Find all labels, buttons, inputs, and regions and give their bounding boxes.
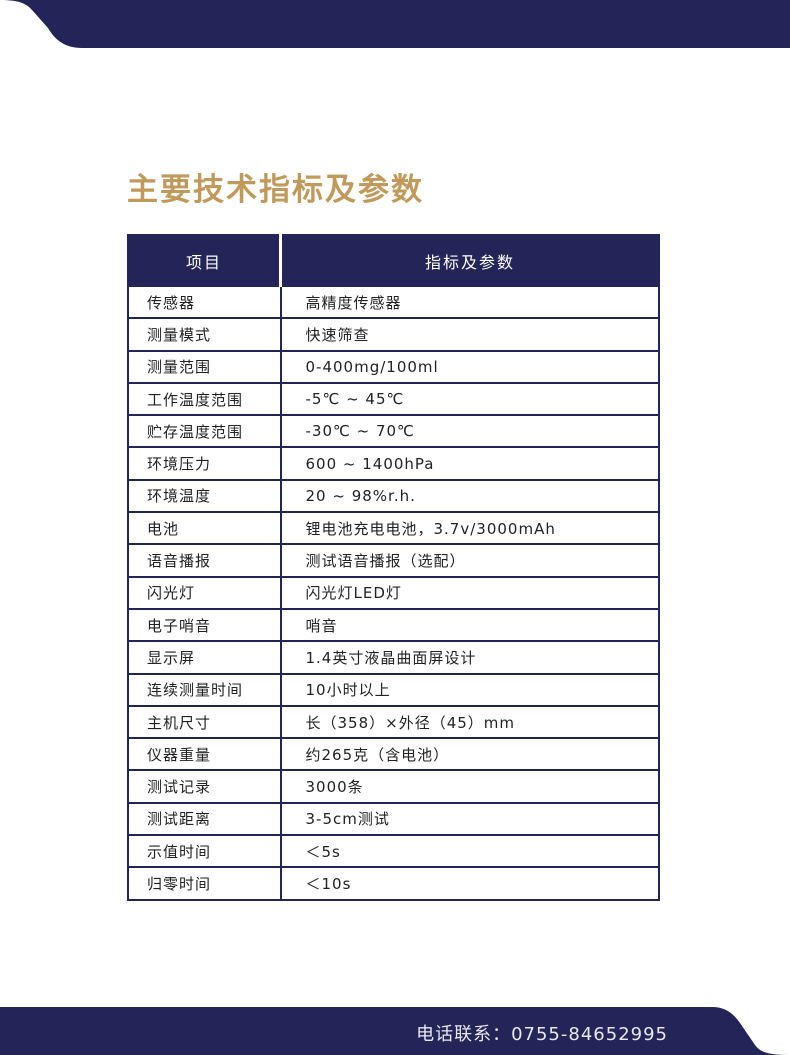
param-value: 0-400mg/100ml xyxy=(279,349,660,384)
item-name: 测试距离 xyxy=(127,801,282,837)
table-row: 测试记录 3000条 xyxy=(127,769,660,804)
table-row: 测试距离 3-5cm测试 xyxy=(127,801,660,837)
table-row: 测量范围 0-400mg/100ml xyxy=(127,349,660,384)
table-row: 归零时间 ＜10s xyxy=(127,866,660,901)
item-name: 电池 xyxy=(127,511,282,546)
top-banner xyxy=(0,0,790,48)
item-name: 环境压力 xyxy=(127,446,282,481)
item-name: 工作温度范围 xyxy=(127,381,282,417)
item-name: 归零时间 xyxy=(127,866,282,901)
param-value: 3-5cm测试 xyxy=(279,801,660,837)
table-row: 语音播报 测试语音播报（选配） xyxy=(127,543,660,578)
table-row: 传感器 高精度传感器 xyxy=(127,284,660,320)
param-value: 20 ~ 98%r.h. xyxy=(279,478,660,514)
item-name: 电子哨音 xyxy=(127,607,282,643)
param-value: 3000条 xyxy=(279,769,660,804)
param-value: ＜10s xyxy=(279,866,660,901)
item-name: 连续测量时间 xyxy=(127,672,282,707)
item-name: 环境温度 xyxy=(127,478,282,514)
param-value: 快速筛查 xyxy=(279,317,660,352)
item-name: 闪光灯 xyxy=(127,575,282,610)
table-row: 工作温度范围 -5℃ ~ 45℃ xyxy=(127,381,660,417)
param-value: -5℃ ~ 45℃ xyxy=(279,381,660,417)
page-title: 主要技术指标及参数 xyxy=(127,172,424,208)
param-value: 10小时以上 xyxy=(279,672,660,707)
param-value: 600 ~ 1400hPa xyxy=(279,446,660,481)
param-value: 约265克（含电池） xyxy=(279,737,660,772)
bottom-banner xyxy=(0,1007,790,1055)
table-row: 测量模式 快速筛查 xyxy=(127,317,660,352)
table-row: 环境压力 600 ~ 1400hPa xyxy=(127,446,660,481)
param-value: ＜5s xyxy=(279,834,660,869)
param-value: 锂电池充电电池，3.7v/3000mAh xyxy=(279,511,660,546)
item-name: 示值时间 xyxy=(127,834,282,869)
param-value: -30℃ ~ 70℃ xyxy=(279,414,660,449)
item-name: 测量模式 xyxy=(127,317,282,352)
table-row: 仪器重量 约265克（含电池） xyxy=(127,737,660,772)
item-name: 传感器 xyxy=(127,284,282,320)
item-name: 仪器重量 xyxy=(127,737,282,772)
item-name: 语音播报 xyxy=(127,543,282,578)
table-row: 显示屏 1.4英寸液晶曲面屏设计 xyxy=(127,640,660,675)
param-value: 长（358）×外径（45）mm xyxy=(279,704,660,740)
table-row: 贮存温度范围 -30℃ ~ 70℃ xyxy=(127,414,660,449)
item-name: 测量范围 xyxy=(127,349,282,384)
param-value: 闪光灯LED灯 xyxy=(279,575,660,610)
header-item: 项目 xyxy=(128,235,282,286)
table-row: 示值时间 ＜5s xyxy=(127,834,660,869)
item-name: 显示屏 xyxy=(127,640,282,675)
contact-phone: 电话联系：0755-84652995 xyxy=(416,1024,668,1045)
item-name: 测试记录 xyxy=(127,769,282,804)
param-value: 1.4英寸液晶曲面屏设计 xyxy=(279,640,660,675)
param-value: 哨音 xyxy=(279,607,660,643)
table-row: 电子哨音 哨音 xyxy=(127,607,660,643)
table-header: 项目 指标及参数 xyxy=(128,235,659,286)
table-row: 闪光灯 闪光灯LED灯 xyxy=(127,575,660,610)
header-param: 指标及参数 xyxy=(280,235,659,286)
param-value: 高精度传感器 xyxy=(279,284,660,320)
param-value: 测试语音播报（选配） xyxy=(279,543,660,578)
item-name: 贮存温度范围 xyxy=(127,414,282,449)
table-row: 连续测量时间 10小时以上 xyxy=(127,672,660,707)
table-row: 环境温度 20 ~ 98%r.h. xyxy=(127,478,660,514)
item-name: 主机尺寸 xyxy=(127,704,282,740)
table-row: 电池 锂电池充电电池，3.7v/3000mAh xyxy=(127,511,660,546)
spec-table: 项目 指标及参数 传感器 高精度传感器 测量模式 快速筛查 测量范围 0-400mg/10… xyxy=(127,234,660,901)
table-row: 主机尺寸 长（358）×外径（45）mm xyxy=(127,704,660,740)
